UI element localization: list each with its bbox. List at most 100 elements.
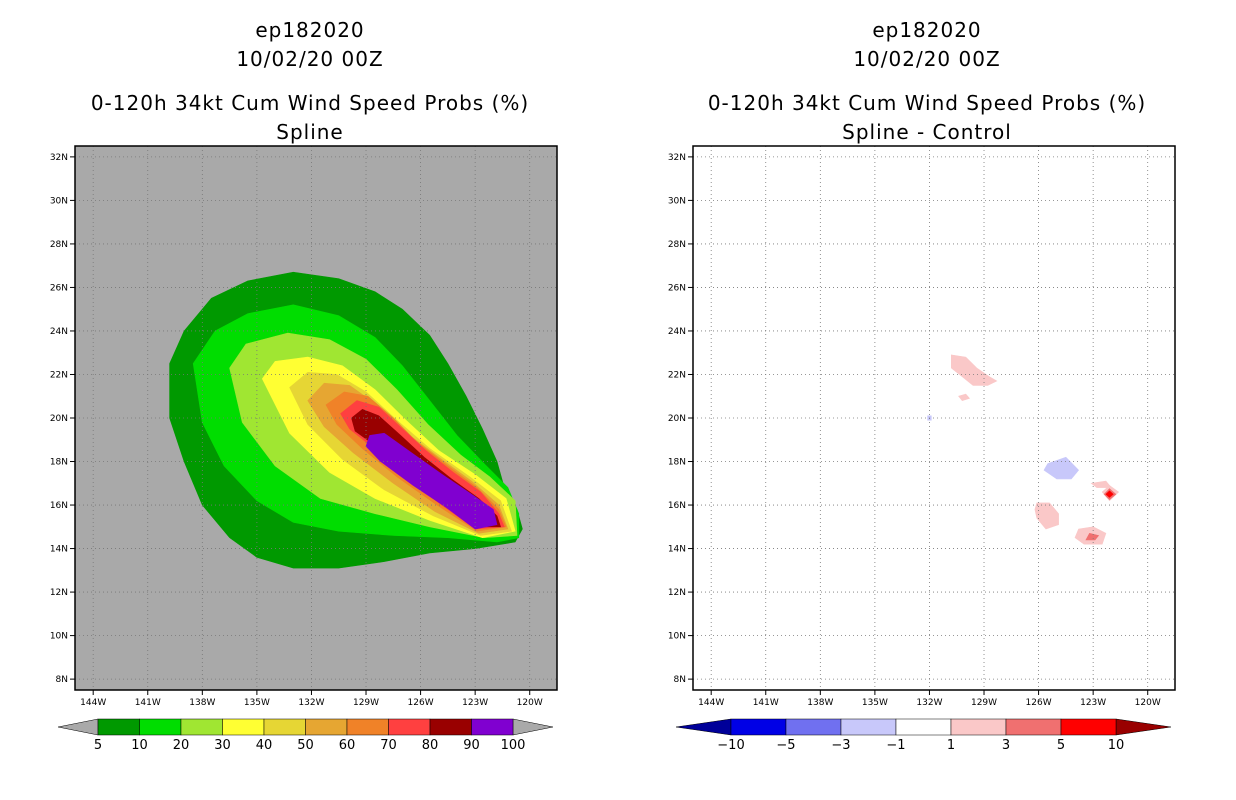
- left-colorbar-label-8: 80: [422, 738, 439, 753]
- right-colorbar-swatch-6: [1060, 718, 1117, 736]
- left-colorbar-label-1: 10: [131, 738, 148, 753]
- left-colorbar-low-arrow: [57, 718, 99, 736]
- left-colorbar-label-7: 70: [380, 738, 397, 753]
- left-xtick-label-1: 141W: [135, 698, 161, 708]
- right-ytick-label-8: 24N: [668, 327, 686, 337]
- right-colorbar-swatch-3: [895, 718, 952, 736]
- left-xtick-label-8: 120W: [517, 698, 543, 708]
- left-colorbar-label-10: 100: [501, 738, 526, 753]
- right-xtick-label-6: 126W: [1026, 698, 1052, 708]
- left-ytick-label-3: 14N: [50, 545, 68, 555]
- left-colorbar-label-4: 40: [256, 738, 273, 753]
- left-colorbar-label-0: 5: [94, 738, 102, 753]
- right-date: 10/02/20 00Z: [853, 47, 1001, 71]
- right-storm-id: ep182020: [872, 18, 982, 42]
- left-ytick-label-10: 28N: [50, 240, 68, 250]
- left-colorbar-swatch-6: [346, 718, 389, 736]
- left-colorbar-high-arrow: [512, 718, 554, 736]
- right-ytick-label-3: 14N: [668, 545, 686, 555]
- right-colorbar-label-6: 5: [1057, 738, 1065, 753]
- right-ytick-label-10: 28N: [668, 240, 686, 250]
- left-ytick-label-6: 20N: [50, 414, 68, 424]
- right-colorbar-swatch-1: [785, 718, 842, 736]
- left-colorbar-label-3: 30: [214, 738, 231, 753]
- right-colorbar-label-1: −5: [776, 738, 795, 753]
- left-ytick-label-0: 8N: [56, 675, 68, 685]
- right-ytick-label-6: 20N: [668, 414, 686, 424]
- left-ytick-label-1: 10N: [50, 632, 68, 642]
- right-contour-8: [1034, 502, 1059, 530]
- left-chart-title: 0-120h 34kt Cum Wind Speed Probs (%): [90, 91, 530, 115]
- left-contour-9: [365, 432, 498, 530]
- right-colorbar-label-7: 10: [1108, 738, 1125, 753]
- left-colorbar-swatch-5: [305, 718, 348, 736]
- left-colorbar-swatch-4: [263, 718, 306, 736]
- left-colorbar-label-9: 90: [463, 738, 480, 753]
- right-ytick-label-5: 18N: [668, 458, 686, 468]
- left-colorbar-label-5: 50: [297, 738, 314, 753]
- right-colorbar-high-arrow: [1115, 718, 1172, 736]
- left-colorbar-swatch-0: [97, 718, 140, 736]
- left-xtick-label-7: 123W: [462, 698, 488, 708]
- right-contour-layer: [927, 354, 1120, 545]
- right-colorbar-swatch-4: [950, 718, 1007, 736]
- left-colorbar-swatch-7: [388, 718, 431, 736]
- left-colorbar-swatch-1: [139, 718, 182, 736]
- right-ytick-label-0: 8N: [674, 675, 686, 685]
- left-colorbar-swatch-3: [222, 718, 265, 736]
- right-contour-7: [1105, 490, 1114, 498]
- left-ytick-label-5: 18N: [50, 458, 68, 468]
- right-colorbar-label-2: −3: [831, 738, 850, 753]
- left-xtick-label-0: 144W: [80, 698, 106, 708]
- right-xtick-label-3: 135W: [862, 698, 888, 708]
- left-ytick-label-12: 32N: [50, 153, 68, 163]
- right-xtick-label-5: 129W: [971, 698, 997, 708]
- right-contour-3: [1043, 456, 1080, 480]
- left-colorbar-label-6: 60: [339, 738, 356, 753]
- left-chart-subtitle: Spline: [276, 120, 344, 144]
- right-xtick-label-2: 138W: [807, 698, 833, 708]
- left-date: 10/02/20 00Z: [236, 47, 384, 71]
- right-chart-title: 0-120h 34kt Cum Wind Speed Probs (%): [707, 91, 1147, 115]
- right-ytick-label-1: 10N: [668, 632, 686, 642]
- left-xtick-label-5: 129W: [353, 698, 379, 708]
- left-xtick-label-2: 138W: [189, 698, 215, 708]
- right-xtick-label-1: 141W: [753, 698, 779, 708]
- left-storm-id: ep182020: [255, 18, 365, 42]
- right-ytick-label-2: 12N: [668, 588, 686, 598]
- right-ytick-label-11: 30N: [668, 196, 686, 206]
- right-xtick-label-0: 144W: [698, 698, 724, 708]
- right-colorbar-label-0: −10: [717, 738, 744, 753]
- right-colorbar-label-4: 1: [947, 738, 955, 753]
- right-colorbar-low-arrow: [675, 718, 732, 736]
- left-colorbar-swatch-8: [429, 718, 472, 736]
- left-xtick-label-4: 132W: [298, 698, 324, 708]
- right-colorbar-label-5: 3: [1002, 738, 1010, 753]
- left-ytick-label-7: 22N: [50, 370, 68, 380]
- right-xtick-label-8: 120W: [1135, 698, 1161, 708]
- left-ytick-label-8: 24N: [50, 327, 68, 337]
- left-colorbar-label-2: 20: [173, 738, 190, 753]
- right-ytick-label-4: 16N: [668, 501, 686, 511]
- left-ytick-label-11: 30N: [50, 196, 68, 206]
- left-ytick-label-9: 26N: [50, 283, 68, 293]
- right-contour-0: [950, 354, 998, 386]
- right-chart-subtitle: Spline - Control: [842, 120, 1012, 144]
- left-ytick-label-4: 16N: [50, 501, 68, 511]
- left-colorbar-swatch-9: [471, 718, 514, 736]
- right-contour-1: [958, 393, 971, 401]
- right-xtick-label-7: 123W: [1080, 698, 1106, 708]
- right-colorbar-label-3: −1: [886, 738, 905, 753]
- right-xtick-label-4: 132W: [916, 698, 942, 708]
- right-colorbar-swatch-0: [730, 718, 787, 736]
- right-ytick-label-9: 26N: [668, 283, 686, 293]
- right-colorbar-swatch-5: [1005, 718, 1062, 736]
- right-colorbar-swatch-2: [840, 718, 897, 736]
- left-contour-layer: [169, 271, 523, 569]
- left-xtick-label-6: 126W: [408, 698, 434, 708]
- right-ytick-label-7: 22N: [668, 370, 686, 380]
- left-ytick-label-2: 12N: [50, 588, 68, 598]
- right-contour-10: [1085, 532, 1100, 541]
- left-xtick-label-3: 135W: [244, 698, 270, 708]
